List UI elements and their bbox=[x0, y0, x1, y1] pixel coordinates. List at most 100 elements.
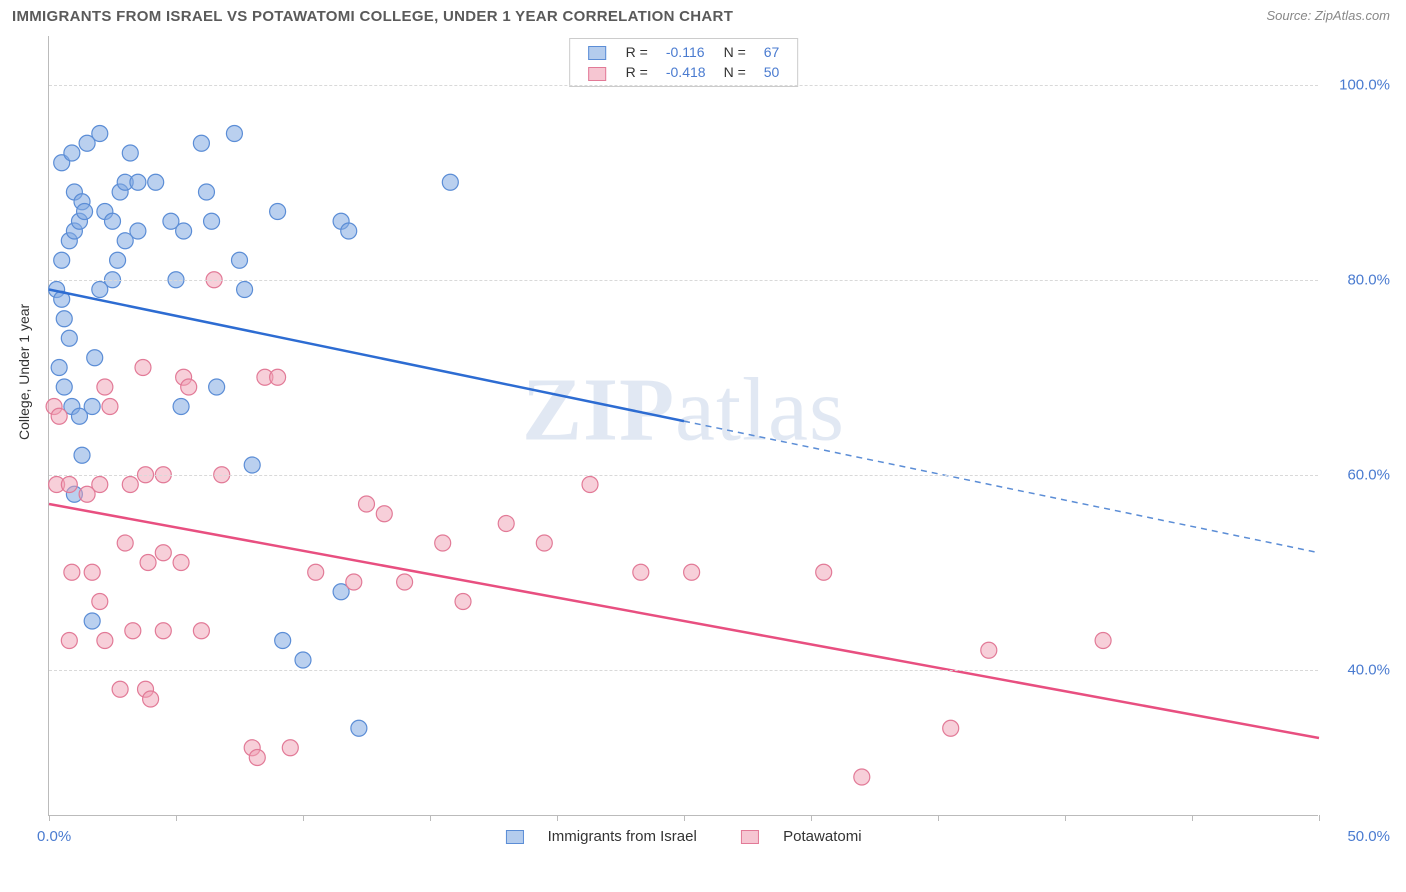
x-tick bbox=[1192, 815, 1193, 821]
trendline-potawatomi bbox=[49, 504, 1319, 738]
point-israel bbox=[198, 184, 214, 200]
x-axis-max-label: 50.0% bbox=[1347, 828, 1390, 845]
point-potawatomi bbox=[61, 633, 77, 649]
legend-label-pink: Potawatomi bbox=[783, 828, 861, 845]
point-israel bbox=[74, 447, 90, 463]
chart-title: IMMIGRANTS FROM ISRAEL VS POTAWATOMI COL… bbox=[12, 8, 733, 25]
point-potawatomi bbox=[193, 623, 209, 639]
scatter-svg bbox=[49, 36, 1318, 815]
gridline bbox=[49, 85, 1318, 86]
x-axis-min-label: 0.0% bbox=[37, 828, 71, 845]
x-tick bbox=[430, 815, 431, 821]
x-tick bbox=[811, 815, 812, 821]
point-israel bbox=[64, 145, 80, 161]
point-potawatomi bbox=[143, 691, 159, 707]
point-israel bbox=[226, 126, 242, 142]
point-potawatomi bbox=[155, 545, 171, 561]
point-israel bbox=[92, 126, 108, 142]
point-israel bbox=[232, 252, 248, 268]
point-potawatomi bbox=[270, 369, 286, 385]
point-potawatomi bbox=[633, 564, 649, 580]
x-tick bbox=[557, 815, 558, 821]
x-tick bbox=[684, 815, 685, 821]
y-tick-label: 40.0% bbox=[1347, 661, 1390, 678]
x-tick bbox=[49, 815, 50, 821]
point-israel bbox=[341, 223, 357, 239]
point-potawatomi bbox=[140, 555, 156, 571]
point-israel bbox=[442, 174, 458, 190]
point-potawatomi bbox=[92, 594, 108, 610]
point-potawatomi bbox=[155, 623, 171, 639]
point-israel bbox=[105, 213, 121, 229]
y-tick-label: 60.0% bbox=[1347, 466, 1390, 483]
gridline bbox=[49, 670, 1318, 671]
x-tick bbox=[303, 815, 304, 821]
x-tick bbox=[1065, 815, 1066, 821]
point-potawatomi bbox=[61, 477, 77, 493]
point-potawatomi bbox=[282, 740, 298, 756]
point-potawatomi bbox=[816, 564, 832, 580]
point-israel bbox=[54, 252, 70, 268]
point-potawatomi bbox=[173, 555, 189, 571]
point-potawatomi bbox=[102, 399, 118, 415]
point-potawatomi bbox=[122, 477, 138, 493]
point-israel bbox=[84, 613, 100, 629]
point-potawatomi bbox=[397, 574, 413, 590]
chart-header: IMMIGRANTS FROM ISRAEL VS POTAWATOMI COL… bbox=[0, 0, 1406, 29]
point-potawatomi bbox=[64, 564, 80, 580]
point-potawatomi bbox=[135, 360, 151, 376]
point-israel bbox=[87, 350, 103, 366]
point-israel bbox=[176, 223, 192, 239]
point-potawatomi bbox=[97, 379, 113, 395]
x-tick bbox=[938, 815, 939, 821]
point-potawatomi bbox=[51, 408, 67, 424]
point-potawatomi bbox=[112, 681, 128, 697]
point-potawatomi bbox=[1095, 633, 1111, 649]
chart-source: Source: ZipAtlas.com bbox=[1266, 8, 1390, 23]
point-israel bbox=[270, 204, 286, 220]
x-tick bbox=[176, 815, 177, 821]
point-potawatomi bbox=[84, 564, 100, 580]
y-tick-label: 100.0% bbox=[1339, 76, 1390, 93]
point-potawatomi bbox=[943, 720, 959, 736]
point-potawatomi bbox=[92, 477, 108, 493]
point-israel bbox=[77, 204, 93, 220]
point-israel bbox=[130, 223, 146, 239]
swatch-pink-icon bbox=[741, 830, 759, 844]
point-israel bbox=[295, 652, 311, 668]
point-israel bbox=[204, 213, 220, 229]
point-potawatomi bbox=[308, 564, 324, 580]
point-potawatomi bbox=[125, 623, 141, 639]
point-israel bbox=[122, 145, 138, 161]
point-potawatomi bbox=[359, 496, 375, 512]
point-israel bbox=[193, 135, 209, 151]
point-potawatomi bbox=[117, 535, 133, 551]
point-potawatomi bbox=[346, 574, 362, 590]
point-israel bbox=[244, 457, 260, 473]
point-potawatomi bbox=[684, 564, 700, 580]
point-potawatomi bbox=[435, 535, 451, 551]
trendline-israel-solid bbox=[49, 290, 684, 422]
point-potawatomi bbox=[181, 379, 197, 395]
point-potawatomi bbox=[582, 477, 598, 493]
point-potawatomi bbox=[854, 769, 870, 785]
point-israel bbox=[130, 174, 146, 190]
point-israel bbox=[275, 633, 291, 649]
trendline-israel-dash bbox=[684, 421, 1319, 553]
point-israel bbox=[237, 282, 253, 298]
x-tick bbox=[1319, 815, 1320, 821]
point-potawatomi bbox=[376, 506, 392, 522]
point-potawatomi bbox=[97, 633, 113, 649]
point-israel bbox=[351, 720, 367, 736]
y-tick-label: 80.0% bbox=[1347, 271, 1390, 288]
point-israel bbox=[110, 252, 126, 268]
series-legend: Immigrants from Israel Potawatomi bbox=[485, 828, 881, 845]
point-potawatomi bbox=[981, 642, 997, 658]
point-potawatomi bbox=[536, 535, 552, 551]
y-axis-label: College, Under 1 year bbox=[16, 304, 32, 440]
point-israel bbox=[51, 360, 67, 376]
point-israel bbox=[209, 379, 225, 395]
gridline bbox=[49, 280, 1318, 281]
point-israel bbox=[56, 379, 72, 395]
point-israel bbox=[61, 330, 77, 346]
